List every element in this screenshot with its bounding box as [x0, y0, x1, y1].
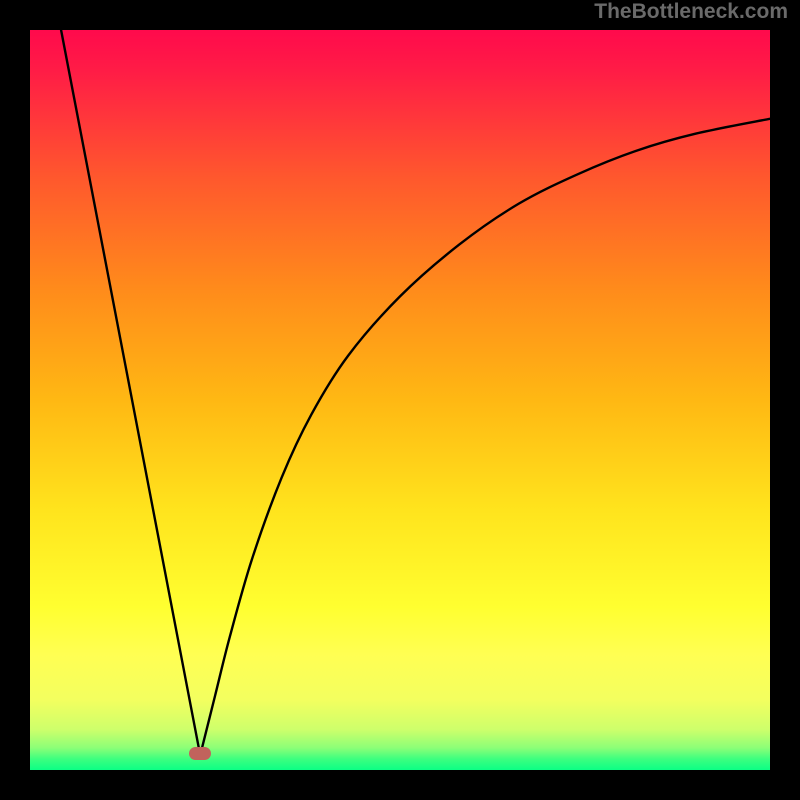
watermark-text: TheBottleneck.com — [594, 0, 788, 24]
chart-frame: TheBottleneck.com — [0, 0, 800, 800]
optimum-marker — [189, 747, 211, 760]
curve-layer — [30, 30, 770, 770]
bottleneck-curve — [61, 30, 770, 755]
plot-area — [30, 30, 770, 770]
